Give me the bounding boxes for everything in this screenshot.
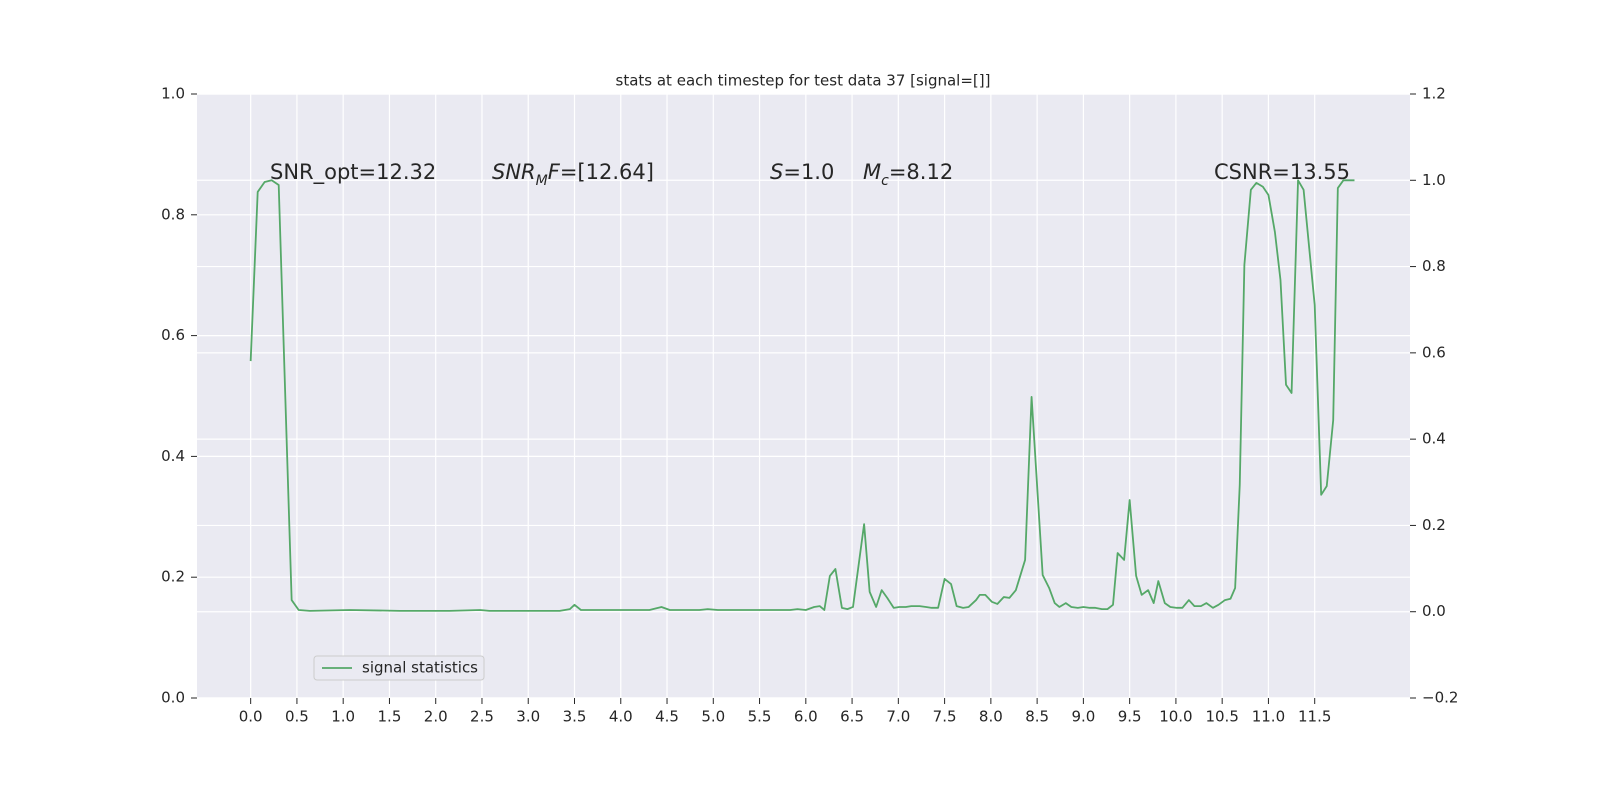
annotation: SNR_opt=12.32 — [270, 160, 436, 185]
y2-tick-label: 1.0 — [1422, 171, 1446, 189]
x-tick-label: 2.5 — [470, 708, 494, 726]
y2-tick-label: 1.2 — [1422, 85, 1446, 103]
x-tick-label: 5.5 — [748, 708, 772, 726]
x-tick-label: 3.5 — [563, 708, 587, 726]
annotation: SNRMF=[12.64] — [492, 160, 654, 189]
x-tick-label: 8.5 — [1025, 708, 1049, 726]
x-tick-label: 0.0 — [239, 708, 263, 726]
x-tick-label: 1.0 — [331, 708, 355, 726]
x-tick-label: 4.5 — [655, 708, 679, 726]
annotation-part: =[12.64] — [560, 160, 654, 184]
legend-box — [313, 655, 485, 681]
annotation-part: CSNR=13.55 — [1214, 160, 1350, 184]
annotation: S=1.0 — [770, 160, 834, 184]
y-tick-label: 1.0 — [161, 85, 185, 103]
y-tick-label: 0.4 — [161, 447, 185, 465]
y2-tick-label: 0.8 — [1422, 257, 1446, 275]
x-tick-label: 10.5 — [1205, 708, 1238, 726]
annotation-part: =1.0 — [783, 160, 834, 184]
x-tick-label: 9.0 — [1071, 708, 1095, 726]
legend-label: signal statistics — [362, 659, 478, 677]
x-tick-label: 7.5 — [933, 708, 957, 726]
y2-tick-label: 0.2 — [1422, 516, 1446, 534]
annotation-part: SNR_opt=12.32 — [270, 160, 436, 185]
y2-tick-label: 0.0 — [1422, 602, 1446, 620]
annotation: Mc=8.12 — [863, 160, 953, 189]
annotation-part: S — [770, 160, 783, 184]
x-tick-label: 6.0 — [794, 708, 818, 726]
x-tick-label: 2.0 — [424, 708, 448, 726]
x-tick-label: 4.0 — [609, 708, 633, 726]
x-tick-label: 3.0 — [516, 708, 540, 726]
data-line — [249, 179, 1355, 612]
annotation-part: c — [881, 173, 889, 189]
x-tick-label: 11.0 — [1252, 708, 1285, 726]
annotation-part: M — [863, 160, 881, 184]
x-tick-label: 11.5 — [1298, 708, 1331, 726]
y-tick-label: 0.8 — [161, 205, 185, 223]
annotation-part: F — [548, 160, 561, 184]
y2-tick-label: −0.2 — [1422, 689, 1458, 707]
x-tick-label: 5.0 — [701, 708, 725, 726]
y-tick-label: 0.0 — [161, 689, 185, 707]
x-tick-label: 0.5 — [285, 708, 309, 726]
x-tick-label: 6.5 — [840, 708, 864, 726]
y2-tick-label: 0.6 — [1422, 343, 1446, 361]
y-tick-label: 0.2 — [161, 568, 185, 586]
x-tick-label: 9.5 — [1118, 708, 1142, 726]
plot-area — [197, 94, 1410, 698]
x-tick-label: 8.0 — [979, 708, 1003, 726]
annotation-part: SNR — [492, 160, 536, 184]
chart-title: stats at each timestep for test data 37 … — [616, 72, 991, 90]
annotation: CSNR=13.55 — [1214, 160, 1350, 184]
x-tick-label: 7.0 — [886, 708, 910, 726]
x-tick-label: 10.0 — [1159, 708, 1192, 726]
y2-tick-label: 0.4 — [1422, 430, 1446, 448]
x-tick-label: 1.5 — [378, 708, 402, 726]
annotation-part: =8.12 — [889, 160, 953, 184]
annotation-part: M — [536, 173, 548, 189]
y-tick-label: 0.6 — [161, 326, 185, 344]
